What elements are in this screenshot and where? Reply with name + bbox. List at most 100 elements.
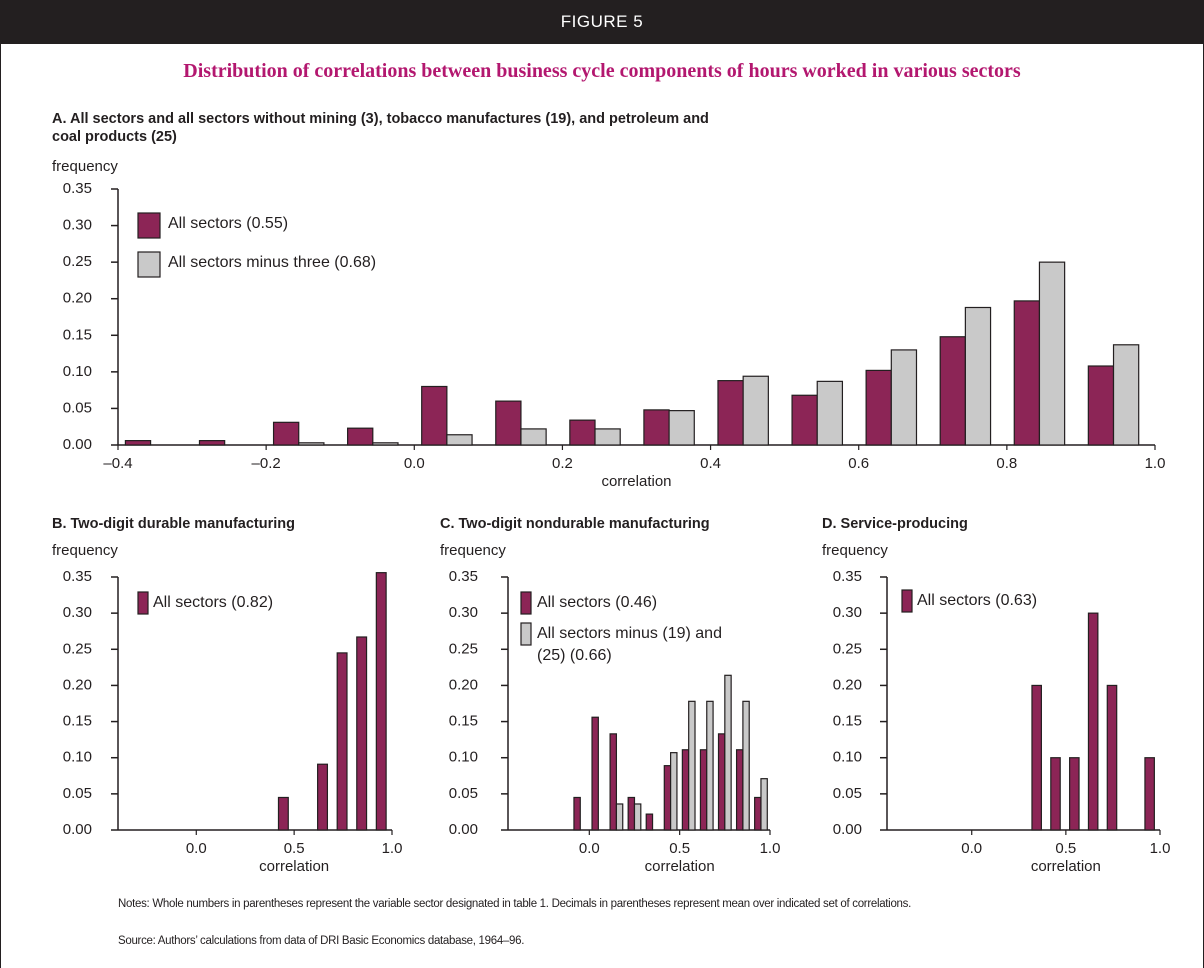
bar <box>724 674 732 831</box>
x-axis-label: correlation <box>259 858 329 875</box>
bar <box>1050 757 1061 831</box>
x-tick-label: 1.0 <box>1150 840 1171 857</box>
y-tick-label: 0.35 <box>63 568 92 585</box>
y-tick-label: 0.20 <box>449 676 478 693</box>
y-tick-label: 0.00 <box>63 821 92 838</box>
bar <box>347 427 374 446</box>
bar <box>277 796 289 831</box>
legend-swatch <box>520 591 532 615</box>
bar <box>717 733 726 831</box>
bar <box>939 336 966 446</box>
figure-header: FIGURE 5 <box>0 0 1204 44</box>
bar <box>421 385 448 446</box>
y-tick-label: 0.10 <box>63 749 92 766</box>
y-tick-label: 0.15 <box>449 713 478 730</box>
x-tick-label: –0.2 <box>252 455 281 472</box>
y-axis-label: frequency <box>822 542 888 559</box>
y-tick-label: 0.25 <box>63 253 92 270</box>
bar <box>336 652 348 831</box>
y-tick-label: 0.05 <box>63 785 92 802</box>
y-tick-label: 0.00 <box>63 436 92 453</box>
y-tick-label: 0.15 <box>63 326 92 343</box>
y-axis-label: frequency <box>440 542 506 559</box>
bar <box>591 716 599 831</box>
bar <box>791 394 818 446</box>
x-tick-label: 1.0 <box>382 840 403 857</box>
y-tick-label: 0.10 <box>449 749 478 766</box>
bar <box>742 375 769 446</box>
y-tick-label: 0.05 <box>833 785 862 802</box>
x-tick-label: 0.4 <box>700 455 721 472</box>
bar <box>495 400 522 446</box>
x-tick-label: 0.2 <box>552 455 573 472</box>
bar <box>446 434 473 446</box>
bar <box>670 752 678 831</box>
y-tick-label: 0.25 <box>63 640 92 657</box>
y-tick-label: 0.20 <box>63 290 92 307</box>
bar <box>1069 757 1080 831</box>
bar <box>1087 612 1099 831</box>
bar <box>317 763 329 831</box>
bar <box>681 749 690 831</box>
panel-title: C. Two-digit nondurable manufacturing <box>440 516 710 532</box>
y-tick-label: 0.05 <box>449 785 478 802</box>
bar <box>717 380 744 446</box>
bar <box>372 442 399 446</box>
bar <box>1038 261 1066 446</box>
bar <box>1087 365 1115 446</box>
bar <box>198 440 226 446</box>
x-axis-label: correlation <box>601 473 671 490</box>
bar <box>890 349 918 446</box>
y-tick-label: 0.15 <box>833 713 862 730</box>
legend-label: All sectors (0.82) <box>153 594 274 611</box>
y-tick-label: 0.05 <box>63 399 92 416</box>
legend-label: All sectors (0.46) <box>537 594 658 611</box>
bar <box>706 700 714 831</box>
bar <box>573 796 581 831</box>
bar <box>1106 684 1118 831</box>
bar <box>609 733 618 831</box>
bar <box>627 796 636 831</box>
y-tick-label: 0.35 <box>833 568 862 585</box>
legend-swatch <box>901 589 913 613</box>
x-tick-label: 0.5 <box>669 840 690 857</box>
bar <box>742 700 750 831</box>
x-tick-label: 0.0 <box>579 840 600 857</box>
x-tick-label: –0.4 <box>103 455 132 472</box>
bar <box>816 380 844 446</box>
y-tick-label: 0.35 <box>63 180 92 197</box>
y-tick-label: 0.15 <box>63 713 92 730</box>
y-tick-label: 0.30 <box>63 217 92 234</box>
notes: Notes: Whole numbers in parentheses repr… <box>118 898 911 910</box>
bar <box>754 796 762 831</box>
bar <box>594 428 621 446</box>
panel-title: A. All sectors and all sectors without m… <box>52 111 709 145</box>
bar <box>688 700 696 831</box>
bar <box>298 442 325 446</box>
x-tick-label: 1.0 <box>1145 455 1166 472</box>
legend-swatch <box>137 591 149 615</box>
y-tick-label: 0.35 <box>449 568 478 585</box>
y-tick-label: 0.00 <box>833 821 862 838</box>
bar <box>569 419 596 446</box>
x-tick-label: 1.0 <box>760 840 781 857</box>
legend-label: All sectors minus three (0.68) <box>168 254 377 271</box>
y-tick-label: 0.30 <box>63 604 92 621</box>
panel-title: D. Service-producing <box>822 516 968 532</box>
y-tick-label: 0.10 <box>833 749 862 766</box>
y-tick-label: 0.00 <box>449 821 478 838</box>
bar <box>663 765 672 831</box>
source: Source: Authors’ calculations from data … <box>118 935 525 947</box>
legend-swatch <box>520 622 532 646</box>
legend-label: All sectors (0.63) <box>917 592 1038 609</box>
bar <box>124 440 152 446</box>
bar <box>520 428 547 446</box>
bar <box>735 749 744 831</box>
bar <box>865 369 892 446</box>
legend-label: All sectors (0.55) <box>168 215 289 232</box>
bar <box>964 306 992 446</box>
y-tick-label: 0.20 <box>833 676 862 693</box>
x-tick-label: 0.5 <box>1055 840 1076 857</box>
